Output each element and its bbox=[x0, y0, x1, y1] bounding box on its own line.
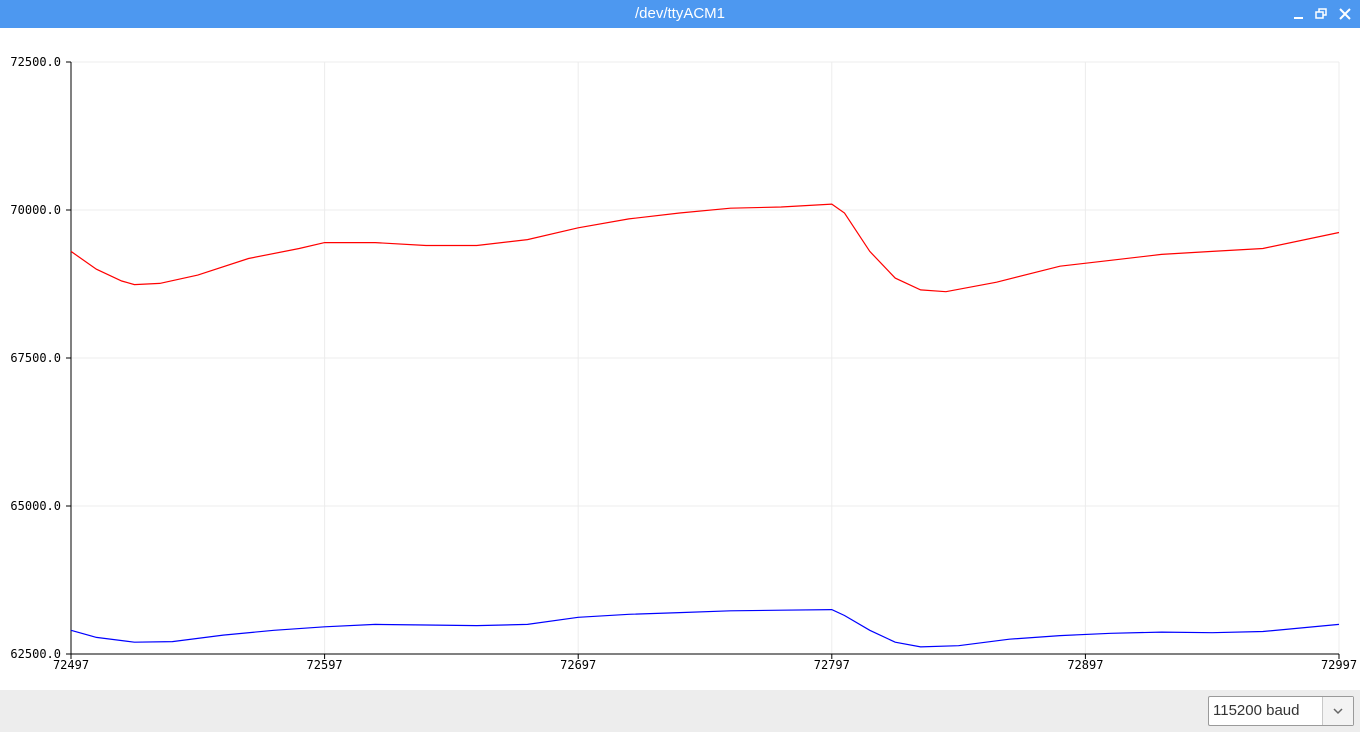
y-tick-label: 72500.0 bbox=[10, 55, 61, 69]
bottom-toolbar bbox=[0, 690, 1360, 732]
serial-plotter-chart: 72500.0 70000.0 67500.0 65000.0 62500.0 72497… bbox=[0, 28, 1360, 690]
x-tick-label: 72597 bbox=[307, 658, 343, 672]
title-bar: /dev/ttyACM1 bbox=[0, 0, 1360, 28]
close-icon[interactable] bbox=[1336, 5, 1354, 23]
x-tick-label: 72997 bbox=[1321, 658, 1357, 672]
y-tick-label: 70000.0 bbox=[10, 203, 61, 217]
y-tick-label: 62500.0 bbox=[10, 647, 61, 661]
x-tick-label: 72897 bbox=[1067, 658, 1103, 672]
plot-area: 72500.0 70000.0 67500.0 65000.0 62500.072497… bbox=[10, 55, 1357, 672]
baud-rate-value: 115200 baud bbox=[1213, 702, 1300, 719]
series-line bbox=[70, 608, 1340, 648]
y-tick-label: 67500.0 bbox=[10, 351, 61, 365]
window-title: /dev/ttyACM1 bbox=[634, 5, 726, 22]
baud-rate-select[interactable]: 115200 baud bbox=[1208, 696, 1354, 726]
chevron-down-icon[interactable] bbox=[1322, 697, 1353, 725]
x-tick-label: 72497 bbox=[53, 658, 89, 672]
y-tick-label: 65000.0 bbox=[10, 499, 61, 513]
minimize-icon[interactable] bbox=[1290, 5, 1308, 23]
maximize-icon[interactable] bbox=[1313, 5, 1331, 23]
x-tick-label: 72697 bbox=[560, 658, 596, 672]
series-line bbox=[70, 203, 1340, 293]
x-tick-label: 72797 bbox=[814, 658, 850, 672]
